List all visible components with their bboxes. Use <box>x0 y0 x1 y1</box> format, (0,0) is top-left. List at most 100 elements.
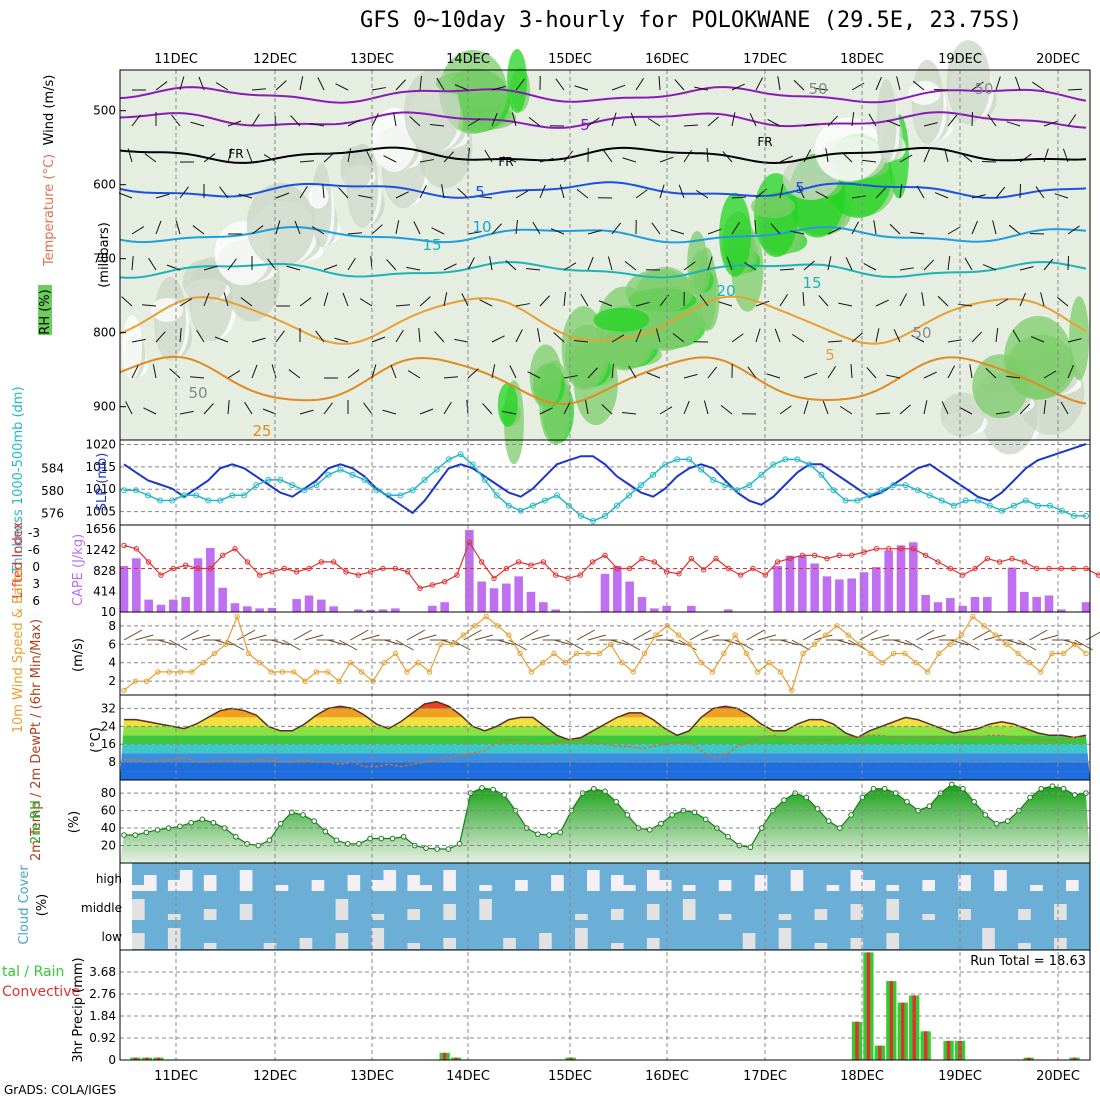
cloud-cell-1-54 <box>778 914 792 920</box>
wind-barb-5-15 <box>489 256 493 271</box>
wind-barb-8-12 <box>407 370 421 379</box>
date-bottom-5: 16DEC <box>645 1069 689 1084</box>
wind-point-80 <box>1026 660 1033 666</box>
wind-point-27 <box>426 669 433 675</box>
rh2m-point-19 <box>333 837 340 844</box>
li-point-26 <box>441 578 448 585</box>
wind-barb-9-14 <box>466 400 469 415</box>
rh2m-point-2 <box>143 829 150 836</box>
cape-ytick-4: 1656 <box>85 522 116 536</box>
surface-barb-5 <box>180 629 199 641</box>
li-point-51 <box>750 565 756 572</box>
li-line <box>123 540 1100 589</box>
cloud-cell-2-3 <box>167 928 181 949</box>
wind-barb-5-3 <box>203 265 218 271</box>
li-point-3 <box>158 572 164 578</box>
wind-barb-3-35 <box>971 194 986 199</box>
rh2m-point-48 <box>658 820 664 827</box>
surface-barb-33 <box>497 639 516 646</box>
thickness-line <box>124 453 1086 522</box>
wind-point-54 <box>732 632 738 638</box>
wind-barb-8-29 <box>827 365 837 379</box>
li-point-43 <box>651 559 658 565</box>
rh2m-point-10 <box>233 833 239 840</box>
wind-barb-9-0 <box>125 401 133 415</box>
thickness-point-64 <box>890 482 897 489</box>
thickness-point-51 <box>734 487 741 494</box>
wind-barb-8-10 <box>371 364 377 379</box>
wind-point-47 <box>653 632 659 638</box>
thickness-point-58 <box>818 471 825 478</box>
cape-bar-19 <box>354 609 363 612</box>
surface-barb-4 <box>169 639 188 651</box>
wind-barb-0-16 <box>515 78 526 91</box>
wind-barb-9-25 <box>720 404 733 415</box>
wind-barb-3-22 <box>659 184 665 199</box>
slp-ytick-2: 1015 <box>85 460 116 474</box>
wind-point-71 <box>924 669 931 675</box>
thickness-point-69 <box>950 502 957 509</box>
surface-barb-25 <box>406 629 426 641</box>
wind-barb-7-26 <box>755 328 761 343</box>
surface-barb-51 <box>701 634 720 641</box>
wind-barb-5-1 <box>148 257 157 271</box>
wind-barb-0-13 <box>436 77 445 91</box>
thickness-point-79 <box>1070 512 1077 519</box>
li-point-55 <box>799 552 806 559</box>
rh2m-point-74 <box>948 781 955 788</box>
li-point-11 <box>256 572 263 578</box>
wind-barb-9-10 <box>363 402 373 415</box>
cloud-cell-0-38 <box>587 870 600 891</box>
wind-point-39 <box>562 660 569 666</box>
rh2m-point-8 <box>210 820 217 826</box>
wind-point-45 <box>630 669 636 675</box>
wind-barb-5-36 <box>982 264 997 271</box>
wind-barb-8-11 <box>390 364 397 379</box>
wind-barb-5-26 <box>743 261 757 271</box>
thickness-point-25 <box>421 476 428 483</box>
wind-barb-6-14 <box>461 293 469 307</box>
wind-barb-1-21 <box>630 112 637 127</box>
wind-barb-4-29 <box>827 227 841 235</box>
wind-barb-6-5 <box>240 297 253 307</box>
wind-barb-9-11 <box>382 409 397 415</box>
wind-barb-5-8 <box>323 264 338 271</box>
cloud-cell-1-29 <box>479 899 492 920</box>
wind-barb-5-31 <box>863 262 877 271</box>
cloud-cell-1-0 <box>132 899 145 920</box>
wind-barb-6-29 <box>818 295 829 307</box>
cape-bar-7 <box>206 547 215 612</box>
li-point-62 <box>885 546 892 552</box>
slp-line <box>123 443 1087 515</box>
date-top-3: 14DEC <box>446 52 490 67</box>
thickness-point-5 <box>181 492 188 499</box>
rh2m-point-56 <box>747 844 754 851</box>
wind-barb-3-24 <box>695 189 709 199</box>
thickness-point-80 <box>1083 512 1089 519</box>
cape-bar-44 <box>662 605 671 612</box>
wind-point-10 <box>234 613 240 620</box>
wind-barb-0-26 <box>755 77 764 91</box>
wind-barb-3-17 <box>539 184 546 199</box>
wind-barb-3-11 <box>395 191 409 199</box>
wind-barb-3-27 <box>779 184 784 199</box>
cape-bar-64 <box>909 542 918 612</box>
rh2m-point-70 <box>904 799 910 805</box>
wind-point-14 <box>279 669 286 675</box>
cloud-cell-1-9 <box>239 904 253 920</box>
li-point-35 <box>552 572 559 578</box>
cape-bar-75 <box>1044 595 1054 612</box>
wind-barb-9-6 <box>262 408 277 415</box>
rh2m-point-49 <box>669 812 675 818</box>
wind-barb-8-30 <box>850 363 853 379</box>
rh2m-point-77 <box>982 812 989 818</box>
wind-barb-6-7 <box>299 297 312 307</box>
precip-ytick-0: 0 <box>108 1053 116 1067</box>
wind-barb-8-3 <box>190 376 205 379</box>
cloud-cell-2-63 <box>886 933 900 949</box>
wind-point-67 <box>879 660 885 666</box>
wind-barb-9-23 <box>683 400 690 415</box>
rh-shade-100 <box>308 184 329 209</box>
cape-bar-14 <box>292 599 301 612</box>
wind-point-62 <box>822 632 829 638</box>
